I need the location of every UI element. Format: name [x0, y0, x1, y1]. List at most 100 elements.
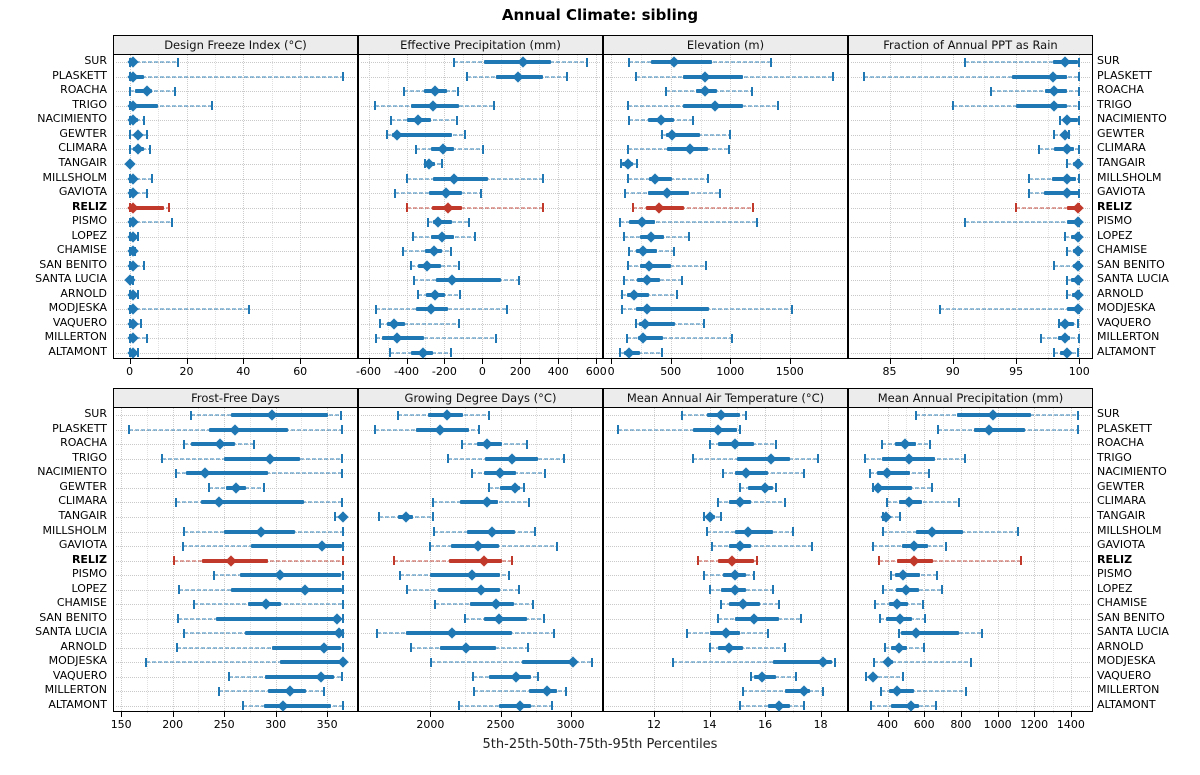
- whisker-cap: [803, 701, 805, 711]
- station-label-left: MODJESKA: [48, 654, 107, 668]
- whisker-cap: [340, 672, 343, 682]
- whisker-cap: [803, 468, 805, 478]
- median-marker: [440, 187, 452, 199]
- gridline-horizontal: [606, 487, 845, 489]
- whisker-cap: [924, 614, 927, 624]
- whisker-cap: [128, 144, 131, 154]
- whisker-cap: [800, 614, 803, 624]
- whisker-cap: [341, 570, 344, 580]
- panel-plot-area: [849, 55, 1092, 360]
- gridline-horizontal: [116, 236, 355, 238]
- whisker-cap: [145, 188, 148, 198]
- station-label-right: ROACHA: [1097, 83, 1144, 97]
- panel-fraction-of-annual-ppt-as-rain: Fraction of Annual PPT as Rain: [848, 35, 1093, 360]
- gridline-horizontal: [606, 352, 845, 354]
- axis-tick: [500, 712, 502, 717]
- iqr-bar-25th-75th: [1016, 103, 1067, 108]
- whisker-cap: [750, 86, 753, 96]
- gridline-horizontal: [116, 309, 355, 311]
- station-label-left: NACIMIENTO: [37, 465, 107, 479]
- median-marker: [709, 100, 722, 112]
- whisker-cap: [532, 599, 535, 609]
- whisker-cap: [753, 570, 755, 580]
- whisker-cap: [526, 439, 529, 449]
- station-label-left: ROACHA: [60, 436, 107, 450]
- axis-tick-label: 350: [316, 718, 338, 731]
- whisker-cap: [661, 348, 664, 358]
- whisker-5th-95th: [881, 690, 966, 693]
- station-label-left: ALTAMONT: [48, 697, 107, 711]
- whisker-cap: [432, 527, 435, 536]
- whisker-cap: [885, 497, 888, 507]
- median-marker: [132, 143, 144, 156]
- median-marker: [641, 274, 653, 286]
- whisker-cap: [708, 439, 711, 449]
- whisker-cap: [744, 410, 747, 420]
- station-label-right: NACIMIENTO: [1097, 112, 1167, 126]
- gridline-horizontal: [851, 120, 1090, 122]
- iqr-bar-25th-75th: [215, 616, 342, 621]
- iqr-bar-25th-75th: [650, 60, 713, 65]
- median-marker: [643, 259, 655, 272]
- median-marker: [1072, 216, 1084, 228]
- whisker-cap: [552, 628, 555, 638]
- gridline-horizontal: [851, 618, 1090, 620]
- whisker-cap: [405, 585, 408, 594]
- whisker-cap: [168, 203, 171, 212]
- whisker-cap: [881, 585, 884, 594]
- median-marker: [728, 438, 741, 450]
- axis-tick: [654, 712, 655, 717]
- axis-tick: [611, 359, 613, 364]
- median-marker: [1072, 303, 1084, 315]
- panel-mean-annual-precipitation-mm-: Mean Annual Precipitation (mm): [848, 388, 1093, 713]
- station-label-left: SAN BENITO: [39, 257, 107, 271]
- whisker-cap: [776, 101, 779, 111]
- panel-plot-area: [359, 55, 602, 360]
- whisker-cap: [175, 643, 178, 653]
- whisker-cap: [881, 527, 884, 536]
- gridline-horizontal: [606, 662, 845, 664]
- whisker-cap: [341, 556, 344, 565]
- whisker-cap: [989, 86, 992, 96]
- whisker-cap: [923, 643, 926, 653]
- whisker-cap: [542, 174, 545, 183]
- whisker-cap: [410, 261, 413, 271]
- station-label-left: PISMO: [71, 567, 107, 580]
- whisker-cap: [492, 101, 495, 111]
- median-marker: [1061, 114, 1073, 127]
- gridline-horizontal: [851, 458, 1090, 460]
- gridline-horizontal: [851, 193, 1090, 194]
- median-marker: [728, 569, 741, 581]
- whisker-cap: [880, 686, 883, 696]
- whisker-cap: [212, 570, 215, 580]
- whisker-cap: [458, 290, 461, 300]
- station-label-right: TRIGO: [1097, 97, 1132, 111]
- axis-tick: [765, 712, 767, 717]
- gridline-horizontal: [851, 705, 1090, 707]
- median-marker: [726, 554, 738, 567]
- whisker-cap: [377, 512, 380, 522]
- station-label-left: LOPEZ: [71, 228, 107, 242]
- whisker-5th-95th: [473, 690, 567, 693]
- median-marker: [284, 685, 296, 697]
- whisker-cap: [935, 701, 938, 711]
- whisker-5th-95th: [673, 661, 835, 664]
- station-label-left: TANGAIR: [58, 508, 107, 522]
- station-label-left: GEWTER: [59, 479, 107, 493]
- gridline-horizontal: [116, 105, 355, 107]
- panel-title: Design Freeze Index (°C): [114, 36, 357, 55]
- gridline-horizontal: [361, 676, 600, 678]
- median-marker: [891, 598, 903, 610]
- median-marker: [1059, 318, 1072, 330]
- median-marker: [255, 525, 267, 538]
- axis-tick-label: 400: [877, 718, 898, 731]
- whisker-cap: [899, 512, 902, 522]
- whisker-cap: [562, 454, 565, 464]
- whisker-cap: [452, 57, 455, 67]
- whisker-cap: [873, 599, 876, 609]
- whisker-cap: [341, 527, 344, 536]
- whisker-5th-95th: [129, 177, 153, 180]
- whisker-cap: [816, 454, 819, 464]
- station-label-right: SUR: [1097, 54, 1120, 68]
- whisker-5th-95th: [864, 75, 1080, 78]
